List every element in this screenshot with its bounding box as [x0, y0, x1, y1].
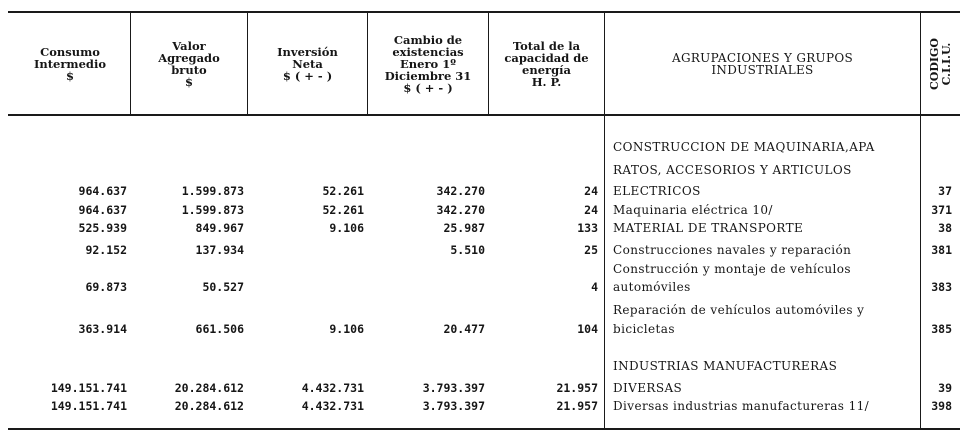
valor-cell: 1.599.873	[181, 203, 244, 217]
cambio-cell: 342.270	[436, 184, 485, 198]
inversion-cell: 4.432.731	[301, 381, 364, 395]
consumo-cell: 525.939	[78, 221, 127, 235]
header-agrupaciones: AGRUPACIONES Y GRUPOS INDUSTRIALES	[672, 51, 853, 77]
consumo-cell: 92.152	[85, 243, 127, 257]
inversion-cell: 9.106	[329, 322, 364, 336]
hp-cell: 25	[584, 243, 598, 257]
group-description: automóviles	[613, 280, 691, 294]
group-description: Construcciones navales y reparación	[613, 243, 852, 257]
valor-cell: 661.506	[195, 322, 244, 336]
inversion-cell: 9.106	[329, 221, 364, 235]
group-description: Construcción y montaje de vehículos	[613, 262, 851, 276]
col-sep-6	[920, 13, 921, 428]
group-description: INDUSTRIAS MANUFACTURERAS	[613, 359, 838, 373]
ciiu-code-cell: 39	[938, 381, 952, 395]
top-rule	[8, 11, 960, 13]
consumo-cell: 69.873	[85, 280, 127, 294]
cambio-cell: 5.510	[450, 243, 485, 257]
ciiu-code-cell: 385	[931, 322, 952, 336]
cambio-cell: 20.477	[443, 322, 485, 336]
consumo-cell: 149.151.741	[50, 399, 127, 413]
valor-cell: 20.284.612	[174, 381, 244, 395]
ciiu-code-cell: 383	[931, 280, 952, 294]
header-inversion-neta: Inversión Neta $ ( + - )	[277, 45, 338, 83]
valor-cell: 20.284.612	[174, 399, 244, 413]
inversion-cell: 52.261	[322, 203, 364, 217]
group-description: MATERIAL DE TRANSPORTE	[613, 221, 804, 235]
header-codigo-text: CODIGO C.I.I.U.	[928, 38, 953, 90]
header-codigo-ciiu: CODIGO C.I.I.U.	[922, 14, 960, 114]
header-rule	[8, 114, 960, 116]
valor-cell: 1.599.873	[181, 184, 244, 198]
hp-cell: 4	[591, 280, 598, 294]
consumo-cell: 363.914	[78, 322, 127, 336]
col-sep-3	[367, 13, 368, 114]
bottom-rule	[8, 428, 960, 430]
hp-cell: 24	[584, 184, 598, 198]
consumo-cell: 149.151.741	[50, 381, 127, 395]
ciiu-code-cell: 38	[938, 221, 952, 235]
ciiu-code-cell: 398	[931, 399, 952, 413]
hp-cell: 21.957	[556, 381, 598, 395]
group-description: bicicletas	[613, 322, 675, 336]
group-description: Diversas industrias manufactureras 11/	[613, 399, 870, 413]
group-description: CONSTRUCCION DE MAQUINARIA,APA	[613, 140, 875, 154]
inversion-cell: 52.261	[322, 184, 364, 198]
valor-cell: 849.967	[195, 221, 244, 235]
cambio-cell: 25.987	[443, 221, 485, 235]
valor-cell: 50.527	[202, 280, 244, 294]
group-description: RATOS, ACCESORIOS Y ARTICULOS	[613, 163, 852, 177]
group-description: DIVERSAS	[613, 381, 683, 395]
hp-cell: 24	[584, 203, 598, 217]
group-description: Reparación de vehículos automóviles y	[613, 303, 865, 317]
header-valor-agregado: Valor Agregado bruto $	[158, 39, 220, 89]
consumo-cell: 964.637	[78, 203, 127, 217]
ciiu-code-cell: 371	[931, 203, 952, 217]
col-sep-5	[604, 13, 605, 428]
inversion-cell: 4.432.731	[301, 399, 364, 413]
col-sep-4	[488, 13, 489, 114]
col-sep-2	[247, 13, 248, 114]
ciiu-code-cell: 381	[931, 243, 952, 257]
ciiu-code-cell: 37	[938, 184, 952, 198]
hp-cell: 21.957	[556, 399, 598, 413]
group-description: Maquinaria eléctrica 10/	[613, 203, 773, 217]
cambio-cell: 342.270	[436, 203, 485, 217]
group-description: ELECTRICOS	[613, 184, 701, 198]
header-cambio-existencias: Cambio de existencias Enero 1º Diciembre…	[384, 33, 472, 95]
cambio-cell: 3.793.397	[422, 399, 485, 413]
consumo-cell: 964.637	[78, 184, 127, 198]
cambio-cell: 3.793.397	[422, 381, 485, 395]
valor-cell: 137.934	[195, 243, 244, 257]
hp-cell: 133	[577, 221, 598, 235]
hp-cell: 104	[577, 322, 598, 336]
header-consumo-intermedio: Consumo Intermedio $	[34, 45, 106, 83]
header-capacidad-energia: Total de la capacidad de energía H. P.	[504, 39, 589, 89]
col-sep-1	[130, 13, 131, 114]
